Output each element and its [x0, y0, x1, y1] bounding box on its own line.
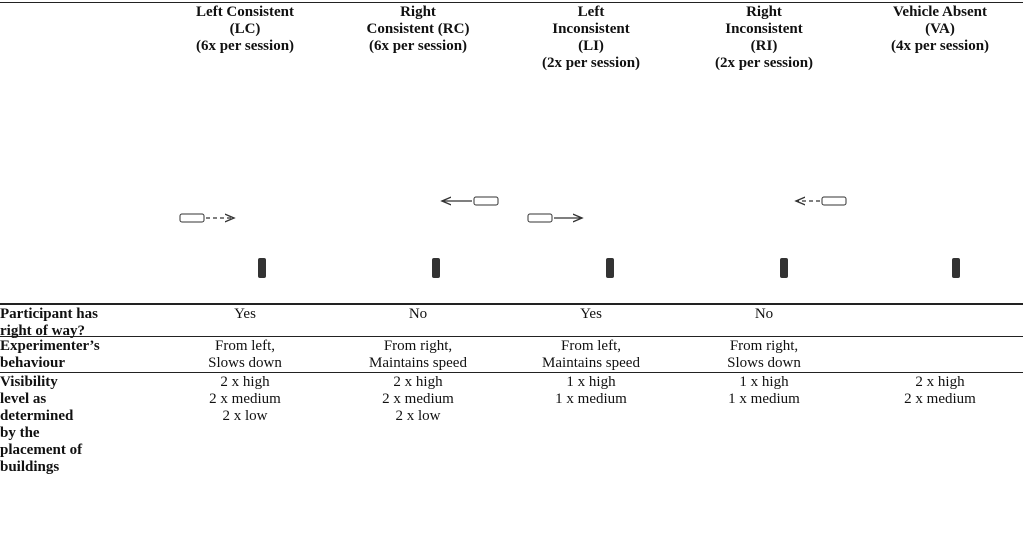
text-line: Participant has: [0, 306, 98, 322]
text-line: (RI): [750, 38, 778, 54]
text-line: No: [408, 306, 428, 322]
text-line: behaviour: [0, 355, 66, 371]
text-line: From left,: [561, 338, 621, 354]
cell-value: From left, Maintains speed: [511, 338, 671, 372]
cell-value: 2 x high 2 x medium 2 x low: [338, 374, 498, 425]
text-line: 2 x medium: [904, 391, 976, 407]
cell-value: 1 x high 1 x medium: [684, 374, 844, 408]
row-label: Participant has right of way?: [0, 306, 160, 340]
text-line: Inconsistent: [725, 21, 803, 37]
text-line: level as: [0, 391, 47, 407]
cell-value: Yes: [165, 306, 325, 323]
text-line: 2 x low: [222, 408, 268, 424]
header-rule: [0, 303, 1023, 305]
column-header: Right Inconsistent (RI) (2x per session): [684, 4, 844, 72]
text-line: Yes: [580, 306, 602, 322]
text-line: placement of: [0, 442, 83, 458]
diagram-ri: [700, 128, 852, 282]
text-line: (VA): [925, 21, 955, 37]
text-line: 2 x low: [395, 408, 441, 424]
text-line: 1 x high: [739, 374, 789, 390]
cell-value: 2 x high 2 x medium 2 x low: [165, 374, 325, 425]
column-header: Left Consistent (LC) (6x per session): [165, 4, 325, 55]
text-line: Yes: [234, 306, 256, 322]
row-label: Experimenter’s behaviour: [0, 338, 160, 372]
text-line: (2x per session): [541, 55, 641, 71]
diagram-li: [526, 128, 678, 282]
text-line: From right,: [729, 338, 799, 354]
text-line: buildings: [0, 459, 60, 475]
text-line: (6x per session): [195, 38, 295, 54]
column-header: Right Consistent (RC) (6x per session): [338, 4, 498, 55]
text-line: Right: [400, 4, 436, 20]
column-header: Left Inconsistent (LI) (2x per session): [511, 4, 671, 72]
top-rule: [0, 2, 1023, 3]
text-line: No: [754, 306, 774, 322]
text-line: 2 x high: [915, 374, 965, 390]
text-line: Experimenter’s: [0, 338, 100, 354]
row-rule: [0, 372, 1023, 373]
text-line: 2 x high: [393, 374, 443, 390]
column-header: Vehicle Absent (VA) (4x per session): [857, 4, 1023, 55]
cell-value: From left, Slows down: [165, 338, 325, 372]
text-line: Vehicle Absent: [892, 4, 988, 20]
text-line: Maintains speed: [369, 355, 467, 371]
cell-value: From right, Slows down: [684, 338, 844, 372]
cell-value: From right, Maintains speed: [338, 338, 498, 372]
text-line: Maintains speed: [542, 355, 640, 371]
cell-value: 1 x high 1 x medium: [511, 374, 671, 408]
text-line: (6x per session): [368, 38, 468, 54]
text-line: 2 x medium: [382, 391, 454, 407]
text-line: Slows down: [208, 355, 282, 371]
diagram-rc: [352, 128, 504, 282]
text-line: (LC): [229, 21, 261, 37]
text-line: From left,: [215, 338, 275, 354]
text-line: 2 x medium: [209, 391, 281, 407]
row-rule: [0, 336, 1023, 337]
text-line: determined: [0, 408, 74, 424]
cell-value: No: [338, 306, 498, 323]
text-line: From right,: [383, 338, 453, 354]
diagram-va: [872, 128, 1023, 282]
text-line: Consistent (RC): [366, 21, 470, 37]
text-line: Visibility: [0, 374, 58, 390]
cell-value: No: [684, 306, 844, 323]
text-line: Inconsistent: [552, 21, 630, 37]
text-line: Left: [577, 4, 605, 20]
diagram-lc: [178, 128, 330, 282]
text-line: 2 x high: [220, 374, 270, 390]
text-line: by the: [0, 425, 40, 441]
text-line: (LI): [578, 38, 604, 54]
text-line: right of way?: [0, 323, 85, 339]
text-line: 1 x medium: [555, 391, 627, 407]
text-line: 1 x high: [566, 374, 616, 390]
text-line: Right: [746, 4, 782, 20]
text-line: Left Consistent: [196, 4, 294, 20]
text-line: 1 x medium: [728, 391, 800, 407]
text-line: (2x per session): [714, 55, 814, 71]
text-line: Slows down: [727, 355, 801, 371]
text-line: (4x per session): [890, 38, 990, 54]
row-label: Visibility level as determined by the placem…: [0, 374, 160, 476]
cell-value: Yes: [511, 306, 671, 323]
cell-value: 2 x high 2 x medium: [857, 374, 1023, 408]
